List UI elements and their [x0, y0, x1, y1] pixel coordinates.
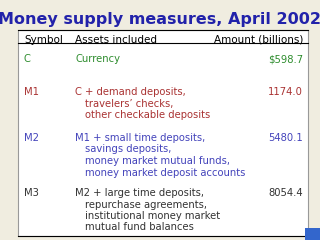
Text: money market mutual funds,: money market mutual funds, — [85, 156, 230, 166]
Text: M2: M2 — [24, 133, 39, 143]
Text: Amount (billions): Amount (billions) — [214, 35, 303, 45]
Text: 1174.0: 1174.0 — [268, 87, 303, 97]
Text: Currency: Currency — [75, 54, 120, 64]
Text: Symbol: Symbol — [24, 35, 63, 45]
Text: C + demand deposits,: C + demand deposits, — [75, 87, 186, 97]
Text: Assets included: Assets included — [75, 35, 157, 45]
Text: M2 + large time deposits,: M2 + large time deposits, — [75, 188, 204, 198]
Text: M1: M1 — [24, 87, 39, 97]
Text: $598.7: $598.7 — [268, 54, 303, 64]
Text: M1 + small time deposits,: M1 + small time deposits, — [75, 133, 205, 143]
Text: institutional money market: institutional money market — [85, 211, 220, 221]
Text: C: C — [24, 54, 31, 64]
Text: money market deposit accounts: money market deposit accounts — [85, 168, 245, 178]
FancyBboxPatch shape — [18, 30, 308, 236]
Text: mutual fund balances: mutual fund balances — [85, 222, 194, 233]
Text: savings deposits,: savings deposits, — [85, 144, 172, 155]
Text: other checkable deposits: other checkable deposits — [85, 110, 210, 120]
Text: repurchase agreements,: repurchase agreements, — [85, 199, 207, 210]
Text: 5480.1: 5480.1 — [268, 133, 303, 143]
Text: travelers’ checks,: travelers’ checks, — [85, 98, 173, 108]
Text: M3: M3 — [24, 188, 39, 198]
Text: Money supply measures, April 2002: Money supply measures, April 2002 — [0, 12, 320, 27]
Text: 8054.4: 8054.4 — [268, 188, 303, 198]
Bar — [305, 228, 320, 240]
